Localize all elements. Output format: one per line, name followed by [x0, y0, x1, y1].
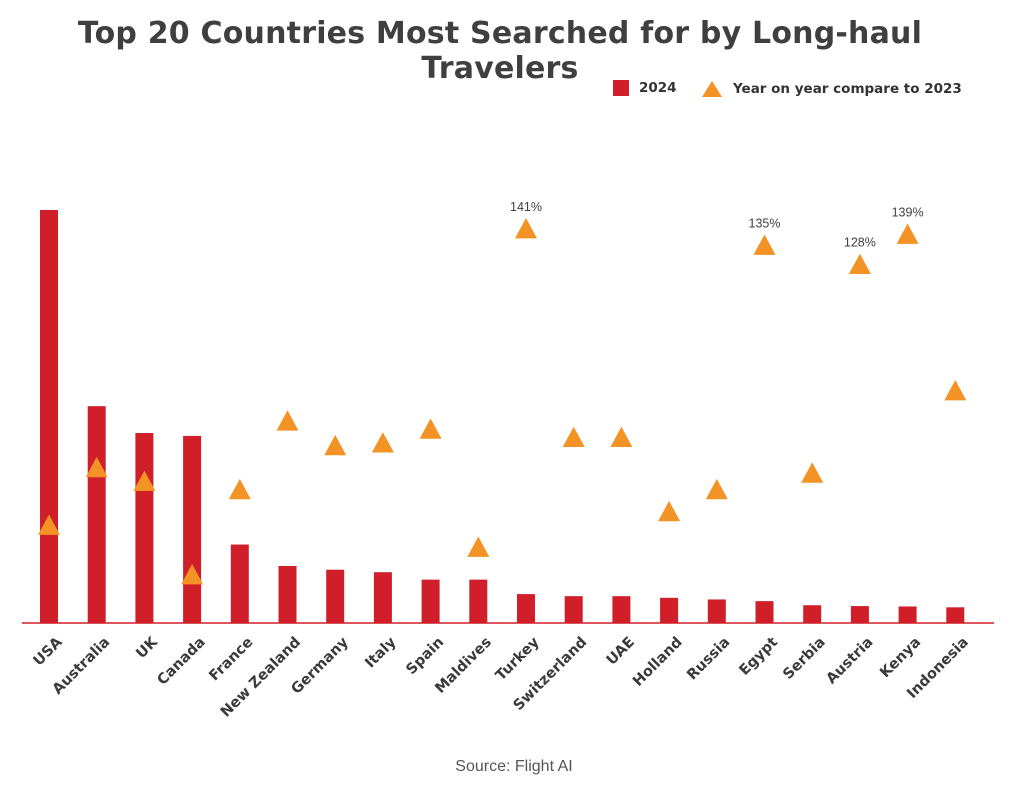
legend-label-2024: 2024 — [639, 80, 677, 96]
x-tick-label: UAE — [604, 634, 638, 668]
yoy-marker-new-zealand — [276, 410, 299, 431]
legend-triangle-swatch — [702, 81, 722, 97]
bar-turkey — [517, 594, 535, 623]
x-tick-label: Egypt — [737, 634, 782, 679]
x-tick-label: Russia — [684, 634, 733, 683]
bar-maldives — [469, 579, 488, 623]
x-tick-label: Canada — [154, 634, 208, 688]
legend-item-yoy: Year on year compare to 2023 — [701, 80, 962, 98]
bar-new-zealand — [278, 566, 297, 623]
x-tick-label: Austria — [823, 634, 876, 687]
bar-switzerland — [564, 596, 583, 623]
bar-australia — [87, 406, 106, 623]
chart-title: Top 20 Countries Most Searched for by Lo… — [77, 16, 923, 86]
yoy-marker-australia — [85, 456, 108, 478]
bar-indonesia — [946, 607, 965, 623]
yoy-data-label: 139% — [892, 205, 924, 219]
yoy-marker-canada — [181, 564, 204, 585]
yoy-marker-egypt — [753, 234, 776, 255]
bar-serbia — [803, 605, 822, 623]
x-tick-label: Spain — [403, 634, 447, 678]
bar-uk — [135, 433, 154, 623]
yoy-marker-france — [228, 478, 251, 500]
bar-uae — [612, 596, 631, 623]
yoy-marker-kenya — [896, 223, 919, 244]
yoy-marker-holland — [658, 500, 681, 522]
bar-germany — [326, 569, 345, 623]
x-tick-label: Kenya — [877, 634, 924, 681]
source-note: Source: Flight AI — [455, 758, 573, 775]
yoy-data-label: 135% — [749, 216, 781, 230]
yoy-marker-usa — [38, 514, 60, 535]
yoy-marker-uae — [610, 426, 633, 448]
yoy-marker-austria — [848, 253, 871, 275]
yoy-data-label: 141% — [510, 200, 542, 214]
legend-bar-swatch — [613, 80, 629, 96]
yoy-marker-maldives — [467, 536, 490, 557]
bar-holland — [660, 597, 679, 623]
bar-canada — [183, 435, 202, 623]
bar-egypt — [755, 601, 774, 623]
yoy-data-label: 128% — [844, 236, 876, 250]
legend-item-2024: 2024 — [613, 80, 677, 96]
yoy-marker-indonesia — [944, 380, 967, 401]
x-tick-label: Serbia — [780, 634, 828, 682]
legend-label-yoy: Year on year compare to 2023 — [733, 81, 962, 97]
yoy-marker-italy — [371, 432, 394, 453]
bar-spain — [421, 579, 440, 623]
bar-austria — [850, 606, 869, 623]
yoy-marker-germany — [324, 434, 347, 456]
bar-kenya — [898, 606, 917, 623]
x-tick-label: USA — [31, 634, 67, 670]
yoy-marker-turkey — [515, 218, 537, 239]
x-tick-label: Holland — [630, 634, 686, 690]
bar-italy — [373, 572, 392, 623]
bar-france — [230, 544, 249, 623]
yoy-marker-switzerland — [562, 426, 585, 448]
x-tick-label: Italy — [362, 634, 400, 672]
yoy-marker-serbia — [801, 462, 824, 483]
bar-usa — [40, 210, 58, 623]
yoy-marker-uk — [133, 470, 156, 491]
yoy-marker-spain — [419, 418, 442, 439]
bar-russia — [707, 599, 726, 623]
yoy-marker-russia — [705, 478, 728, 500]
x-tick-label: UK — [133, 634, 161, 662]
